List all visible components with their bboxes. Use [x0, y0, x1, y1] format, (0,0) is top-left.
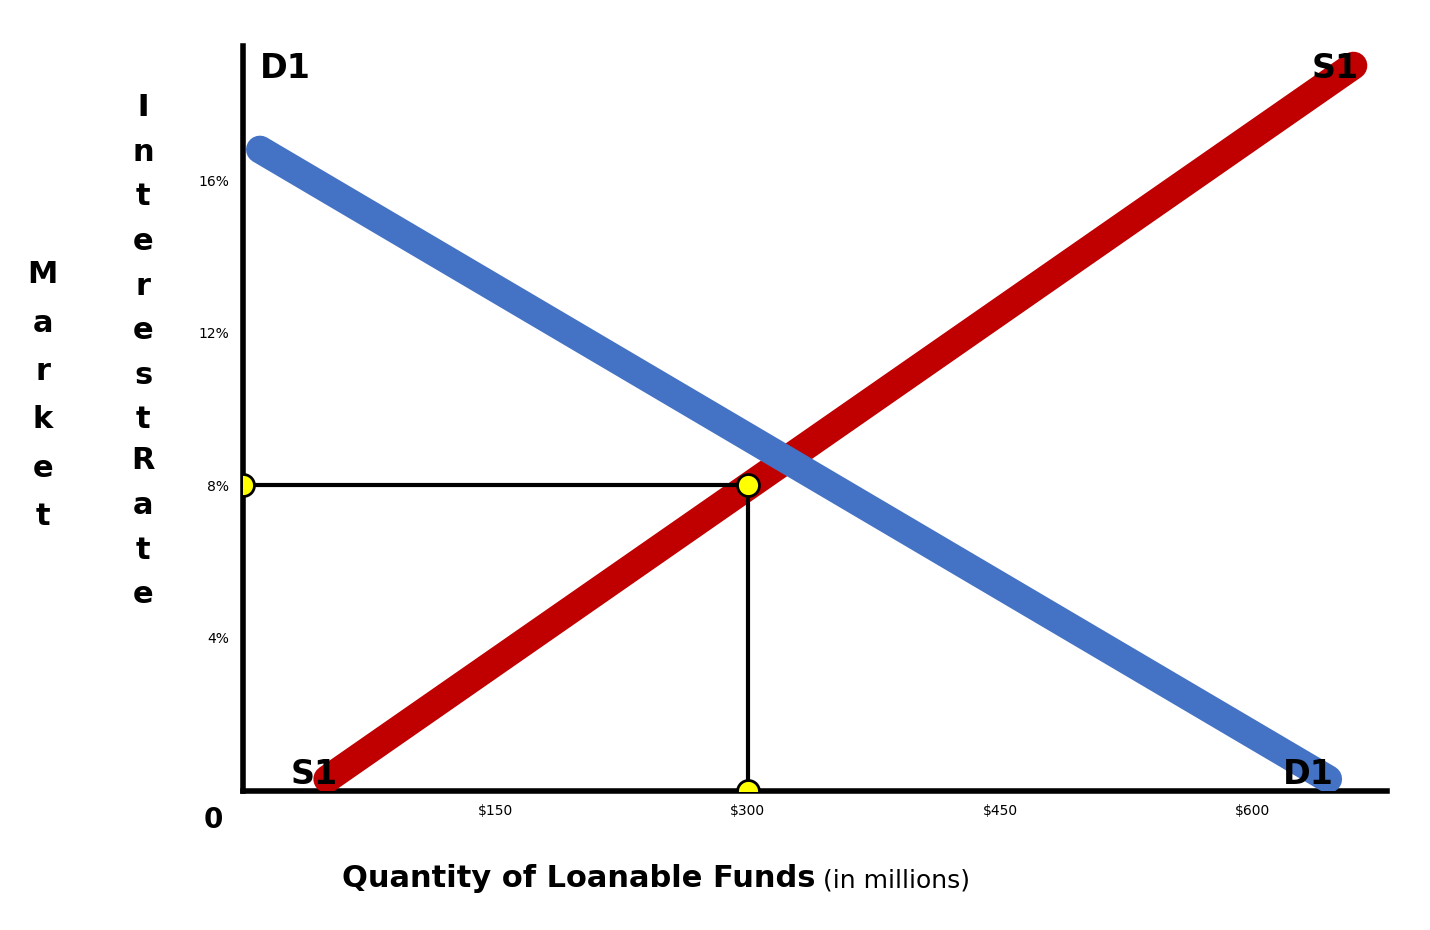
Text: D1: D1 — [1283, 758, 1333, 790]
Text: s: s — [134, 361, 152, 390]
Text: k: k — [33, 405, 53, 434]
Point — [232, 478, 255, 493]
Text: S1: S1 — [290, 758, 337, 790]
Text: a: a — [133, 491, 153, 520]
Point — [736, 783, 759, 798]
Text: 0: 0 — [203, 805, 223, 834]
Text: M: M — [27, 260, 59, 289]
Text: t: t — [136, 182, 150, 211]
Text: e: e — [133, 316, 153, 345]
Text: r: r — [136, 272, 150, 300]
Text: e: e — [133, 227, 153, 256]
Text: r: r — [36, 357, 50, 386]
Text: D1: D1 — [260, 52, 310, 85]
Text: I: I — [137, 93, 149, 122]
Text: t: t — [136, 536, 150, 565]
Text: R: R — [132, 446, 154, 475]
Text: Quantity of Loanable Funds: Quantity of Loanable Funds — [342, 864, 815, 893]
Text: I: I — [137, 93, 149, 122]
Text: t: t — [136, 405, 150, 434]
Text: (in millions): (in millions) — [815, 869, 970, 893]
Text: t: t — [36, 502, 50, 531]
Text: n: n — [132, 138, 154, 166]
Text: e: e — [133, 580, 153, 609]
Text: e: e — [33, 454, 53, 483]
Text: a: a — [33, 309, 53, 338]
Point — [736, 478, 759, 493]
Text: S1: S1 — [1311, 52, 1358, 85]
